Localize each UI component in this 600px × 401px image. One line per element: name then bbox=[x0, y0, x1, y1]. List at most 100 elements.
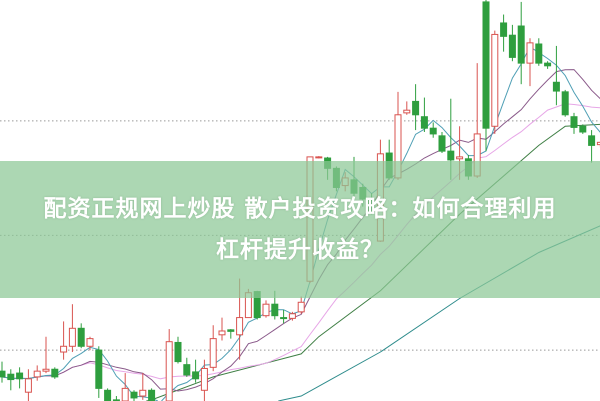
candle-body bbox=[68, 327, 76, 347]
candle bbox=[526, 38, 534, 87]
title-line-2: 杠杆提升收益？ bbox=[216, 236, 384, 263]
candle-body bbox=[112, 399, 120, 401]
candle-body bbox=[403, 109, 411, 114]
candle bbox=[77, 323, 85, 349]
candle bbox=[51, 367, 59, 379]
candle bbox=[262, 300, 270, 318]
candle bbox=[315, 156, 323, 159]
candle-body bbox=[192, 371, 200, 380]
candle bbox=[570, 112, 578, 134]
candle bbox=[429, 122, 437, 138]
candle-body bbox=[588, 135, 596, 146]
candle-body bbox=[288, 313, 296, 319]
candle bbox=[112, 396, 120, 401]
candle-body bbox=[412, 100, 420, 116]
candle-body bbox=[148, 389, 156, 401]
candle bbox=[0, 361, 6, 383]
candle-body bbox=[315, 156, 323, 159]
candle bbox=[42, 336, 50, 374]
candle bbox=[60, 321, 68, 360]
candle bbox=[174, 336, 182, 364]
candle bbox=[288, 311, 296, 321]
candle bbox=[517, 1, 525, 85]
candle-body bbox=[544, 62, 552, 67]
candle-body bbox=[51, 368, 59, 378]
candle bbox=[420, 97, 428, 133]
candle-body bbox=[77, 327, 85, 347]
candle bbox=[24, 369, 32, 401]
candle bbox=[280, 309, 288, 324]
candle bbox=[33, 365, 41, 381]
candle-body bbox=[500, 22, 508, 37]
candle bbox=[86, 336, 94, 351]
candle-body bbox=[491, 33, 499, 127]
candle-body bbox=[297, 301, 305, 313]
candle-body bbox=[535, 43, 543, 64]
candle-body bbox=[271, 303, 279, 317]
candle-body bbox=[218, 330, 226, 336]
title-line-1: 配资正规网上炒股 散户投资攻略：如何合理利用 bbox=[43, 195, 557, 222]
candle-body bbox=[209, 338, 217, 368]
candle-body bbox=[139, 389, 147, 397]
candle-body bbox=[95, 349, 103, 389]
candle bbox=[104, 388, 112, 401]
candle bbox=[297, 296, 305, 314]
candle-body bbox=[165, 341, 173, 401]
candle bbox=[130, 390, 138, 401]
candle-body bbox=[33, 370, 41, 378]
candle bbox=[165, 329, 173, 401]
candle bbox=[68, 304, 76, 353]
candle bbox=[95, 346, 103, 398]
candle bbox=[403, 101, 411, 115]
candle-body bbox=[596, 141, 600, 146]
candle-body bbox=[174, 341, 182, 363]
candle-body bbox=[227, 329, 235, 332]
candle bbox=[561, 89, 569, 117]
candle-body bbox=[438, 135, 446, 152]
candle-body bbox=[579, 125, 587, 133]
candle-body bbox=[0, 370, 6, 378]
candle-body bbox=[552, 81, 560, 92]
candle bbox=[552, 45, 560, 106]
candle bbox=[218, 317, 226, 341]
candle-body bbox=[526, 42, 534, 64]
candle-body bbox=[7, 373, 15, 381]
candle-body bbox=[24, 378, 32, 393]
candle-body bbox=[482, 1, 490, 129]
candle bbox=[139, 373, 147, 400]
candle bbox=[588, 130, 596, 163]
candle bbox=[227, 329, 235, 339]
candle-body bbox=[508, 34, 516, 58]
candle-body bbox=[200, 367, 208, 391]
title-banner: 配资正规网上炒股 散户投资攻略：如何合理利用 杠杆提升收益？ bbox=[0, 161, 600, 298]
candle bbox=[192, 359, 200, 383]
candle bbox=[482, 0, 490, 152]
candle-body bbox=[420, 116, 428, 129]
candle bbox=[500, 14, 508, 52]
candle bbox=[412, 84, 420, 131]
candle-body bbox=[456, 156, 464, 160]
candle-body bbox=[517, 25, 525, 64]
candle-body bbox=[561, 91, 569, 116]
candle-body bbox=[236, 317, 244, 336]
candle bbox=[183, 357, 191, 377]
candle bbox=[16, 367, 24, 389]
candle-body bbox=[183, 364, 191, 376]
candle bbox=[200, 359, 208, 401]
candle-body bbox=[121, 387, 129, 401]
candle-body bbox=[86, 338, 94, 347]
candle bbox=[544, 61, 552, 69]
candle-body bbox=[429, 127, 437, 135]
candle-body bbox=[447, 150, 455, 161]
candle-body bbox=[280, 317, 288, 320]
candle bbox=[508, 24, 516, 62]
candle-body bbox=[262, 303, 270, 317]
candle bbox=[535, 38, 543, 66]
candle-body bbox=[16, 372, 24, 380]
candle-body bbox=[42, 368, 50, 372]
candle bbox=[491, 30, 499, 134]
candle-body bbox=[130, 391, 138, 399]
candle-body bbox=[60, 345, 68, 353]
candle bbox=[7, 369, 15, 391]
